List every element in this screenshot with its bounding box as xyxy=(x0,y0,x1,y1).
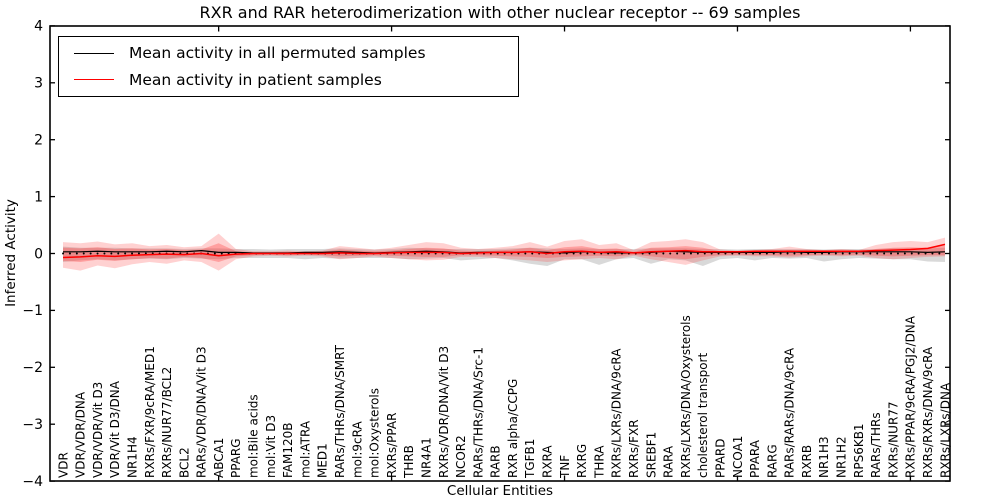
y-tick-label: 1 xyxy=(34,189,43,205)
x-category-label: NR1H3 xyxy=(817,436,831,478)
x-category-label: FAM120B xyxy=(281,423,295,479)
y-tick-label: −1 xyxy=(22,303,43,319)
legend: Mean activity in all permuted samples Me… xyxy=(58,36,519,97)
x-category-label: cholesterol transport xyxy=(696,352,710,478)
x-category-label: mol:Vit D3 xyxy=(264,415,278,478)
y-tick-label: 0 xyxy=(34,246,43,262)
legend-entry-patient: Mean activity in patient samples xyxy=(59,71,518,89)
y-tick-label: 3 xyxy=(34,76,43,92)
x-category-label: VDR xyxy=(56,452,70,478)
x-category-label: RXRs/LXRs/DNA/9cRA xyxy=(610,348,624,478)
x-category-label: mol:Oxysterols xyxy=(368,388,382,478)
x-category-label: RXR alpha/CCPG xyxy=(506,379,520,478)
x-category-label: RARs/THRs/DNA/SMRT xyxy=(333,344,347,478)
x-category-label: RARs/VDR/DNA/Vit D3 xyxy=(195,346,209,478)
x-category-label: VDR/VDR/DNA xyxy=(74,391,88,478)
legend-entry-permuted: Mean activity in all permuted samples xyxy=(59,44,518,62)
x-category-label: RXRA xyxy=(541,445,555,478)
x-category-label: RXRs/FXR xyxy=(627,419,641,478)
x-category-label: NR1H4 xyxy=(125,436,139,478)
x-category-label: RXRs/PPAR/9cRA/PGJ2/DNA xyxy=(904,315,918,478)
y-tick-label: −2 xyxy=(22,360,43,376)
x-category-label: RXRs/NUR77 xyxy=(886,401,900,478)
x-category-label: RXRs/LXRs/DNA/Oxysterols xyxy=(679,315,693,478)
chart-title: RXR and RAR heterodimerization with othe… xyxy=(199,3,801,22)
x-category-label: RARA xyxy=(662,445,676,478)
y-tick-labels: 4 3 2 1 0 −1 −2 −3 −4 xyxy=(22,19,43,490)
x-category-label: ABCA1 xyxy=(212,438,226,478)
x-category-label: RPS6KB1 xyxy=(852,423,866,478)
y-axis-title: Inferred Activity xyxy=(3,199,19,307)
legend-line-black-icon xyxy=(74,52,114,54)
x-category-label: RXRs/FXR/9cRA/MED1 xyxy=(143,346,157,478)
legend-label-patient: Mean activity in patient samples xyxy=(129,70,382,89)
y-tick-label: −4 xyxy=(22,474,43,490)
x-category-label: RXRG xyxy=(575,444,589,478)
x-category-label: THRA xyxy=(592,445,606,479)
series-lines xyxy=(62,243,946,259)
line-Mean activity in patient samples xyxy=(62,243,946,259)
x-category-label: RARs/THRs/DNA/Src-1 xyxy=(471,347,485,478)
x-category-label: PPARA xyxy=(748,439,762,478)
x-category-label: RXRs/VDR/DNA/Vit D3 xyxy=(437,346,451,478)
legend-label-permuted: Mean activity in all permuted samples xyxy=(129,44,426,63)
y-tick-label: 2 xyxy=(34,133,43,149)
tick-marks xyxy=(50,25,950,482)
x-category-label: TNF xyxy=(558,455,572,479)
x-category-label: PPARG xyxy=(229,438,243,478)
x-category-label: THRB xyxy=(402,445,416,479)
x-category-labels: VDR VDR/VDR/DNA VDR/VDR/Vit D3 VDR/Vit D3/D… xyxy=(56,315,952,479)
x-category-label: RXRs/NUR77/BCL2 xyxy=(160,367,174,478)
x-category-label: VDR/VDR/Vit D3 xyxy=(91,382,105,478)
x-category-label: VDR/Vit D3/DNA xyxy=(108,380,122,478)
x-category-label: MED1 xyxy=(316,443,330,478)
x-category-label: PPARD xyxy=(713,439,727,479)
x-category-label: SREBF1 xyxy=(644,432,658,478)
x-category-label: RARs/THRs xyxy=(869,412,883,478)
x-category-label: RARB xyxy=(489,445,503,478)
x-category-label: RXRs/LXRs/DNA xyxy=(938,382,952,478)
x-category-label: mol:9cRA xyxy=(350,421,364,478)
x-category-label: mol:Bile acids xyxy=(247,394,261,478)
x-category-label: mol:ATRA xyxy=(298,420,312,478)
x-category-label: TGFB1 xyxy=(523,439,537,479)
x-category-label: NR1H2 xyxy=(835,436,849,478)
x-category-label: NR4A1 xyxy=(419,437,433,478)
legend-line-red-icon xyxy=(74,79,114,81)
x-category-label: RARG xyxy=(765,444,779,478)
x-category-label: NCOA1 xyxy=(731,436,745,478)
x-category-label: NCOR2 xyxy=(454,435,468,478)
y-tick-label: −3 xyxy=(22,417,43,433)
x-category-label: RXRB xyxy=(800,445,814,478)
x-category-label: RARs/RARs/DNA/9cRA xyxy=(783,347,797,478)
x-category-label: RXRs/PPAR xyxy=(385,413,399,478)
x-axis-title: Cellular Entities xyxy=(446,483,554,499)
x-category-label: BCL2 xyxy=(177,447,191,478)
x-category-label: RXRs/RXRs/DNA/9cRA xyxy=(921,346,935,478)
y-tick-label: 4 xyxy=(34,19,43,35)
